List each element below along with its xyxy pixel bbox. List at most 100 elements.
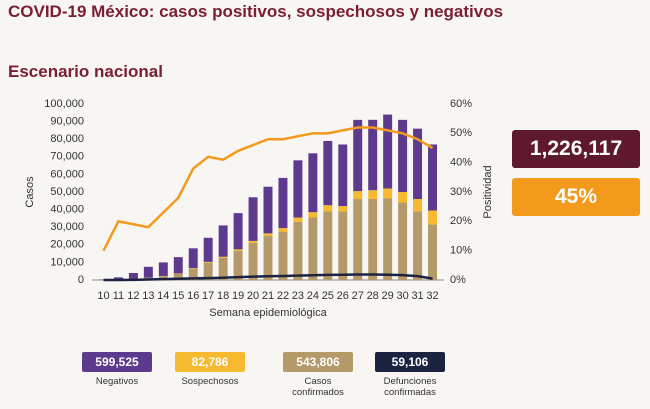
x-tick-label: 21 bbox=[262, 290, 274, 302]
bar-segment bbox=[383, 188, 393, 199]
legend-label: Defunciones confirmadas bbox=[383, 376, 437, 398]
bar-segment bbox=[383, 198, 393, 280]
bar-segment bbox=[218, 225, 228, 257]
bar-segment bbox=[428, 224, 438, 280]
y2-tick-label: 10% bbox=[450, 245, 472, 257]
bar-segment bbox=[398, 202, 408, 280]
bar-segment bbox=[158, 262, 168, 276]
bar-segment bbox=[113, 277, 123, 280]
x-tick-label: 17 bbox=[202, 290, 214, 302]
slide-title: COVID-19 México: casos positivos, sospec… bbox=[8, 2, 504, 21]
y-tick-label: 40,000 bbox=[50, 204, 84, 216]
y2-axis-label: Positividad bbox=[482, 165, 494, 218]
bar-segment bbox=[203, 262, 213, 280]
x-tick-label: 31 bbox=[411, 290, 423, 302]
x-tick-label: 26 bbox=[337, 290, 349, 302]
bar-segment bbox=[233, 249, 243, 251]
x-axis-label: Semana epidemiológica bbox=[209, 307, 327, 319]
x-tick-label: 25 bbox=[322, 290, 334, 302]
x-tick-label: 24 bbox=[307, 290, 319, 302]
bar-segment bbox=[428, 210, 438, 225]
bar-segment bbox=[383, 114, 393, 189]
bar-segment bbox=[278, 177, 288, 229]
bar-segment bbox=[203, 237, 213, 262]
y-tick-label: 70,000 bbox=[50, 151, 84, 163]
bar-segment bbox=[233, 213, 243, 250]
bar-segment bbox=[323, 205, 333, 212]
bar-segment bbox=[188, 268, 198, 280]
bar-segment bbox=[233, 250, 243, 280]
y-tick-label: 50,000 bbox=[50, 186, 84, 198]
bar-segment bbox=[353, 199, 363, 280]
x-tick-label: 19 bbox=[232, 290, 244, 302]
x-tick-label: 10 bbox=[97, 290, 109, 302]
y-tick-label: 90,000 bbox=[50, 116, 84, 128]
highlight-box: 1,226,117 bbox=[512, 130, 640, 168]
bar-segment bbox=[428, 144, 438, 211]
slide-subtitle: Escenario nacional bbox=[8, 62, 163, 81]
x-tick-label: 28 bbox=[367, 290, 379, 302]
y-tick-label: 100,000 bbox=[44, 98, 84, 110]
bar-segment bbox=[263, 186, 273, 234]
legend-total: 599,525 bbox=[82, 352, 152, 372]
highlight-box: 45% bbox=[512, 178, 640, 216]
bar-segment bbox=[308, 153, 318, 213]
legend-item: 59,106 Defunciones confirmadas bbox=[375, 352, 445, 398]
bar-segment bbox=[368, 199, 378, 280]
bar-segment bbox=[278, 231, 288, 280]
x-tick-label: 27 bbox=[352, 290, 364, 302]
bar-segment bbox=[263, 236, 273, 280]
bar-segment bbox=[218, 258, 228, 280]
bar-segment bbox=[173, 273, 183, 280]
y-tick-label: 20,000 bbox=[50, 239, 84, 251]
x-tick-label: 20 bbox=[247, 290, 259, 302]
x-tick-label: 18 bbox=[217, 290, 229, 302]
bar-segment bbox=[413, 211, 423, 280]
y2-tick-label: 50% bbox=[450, 127, 472, 139]
bar-segment bbox=[248, 197, 258, 241]
bar-segment bbox=[338, 144, 348, 207]
legend-item: 599,525 Negativos bbox=[82, 352, 152, 387]
legend-item: 543,806 Casos confirmados bbox=[283, 352, 353, 398]
y-tick-label: 80,000 bbox=[50, 133, 84, 145]
y-tick-label: 30,000 bbox=[50, 221, 84, 233]
bar-segment bbox=[203, 261, 213, 263]
legend-item: 82,786 Sospechosos bbox=[175, 352, 245, 387]
x-tick-label: 23 bbox=[292, 290, 304, 302]
bar-segment bbox=[323, 211, 333, 280]
bar-segment bbox=[218, 256, 228, 258]
bar-segment bbox=[293, 217, 303, 222]
bar-segment bbox=[338, 206, 348, 212]
bar-segment bbox=[413, 199, 423, 212]
y2-tick-label: 0% bbox=[450, 274, 466, 286]
bar-segment bbox=[413, 128, 423, 200]
bar-segment bbox=[353, 191, 363, 200]
legend-label: Negativos bbox=[95, 376, 139, 387]
x-tick-label: 16 bbox=[187, 290, 199, 302]
legend-total: 543,806 bbox=[283, 352, 353, 372]
bar-segment bbox=[188, 268, 198, 269]
legend-label: Sospechosos bbox=[181, 376, 239, 387]
bar-segment bbox=[278, 228, 288, 232]
bar-segment bbox=[248, 240, 258, 244]
bar-segment bbox=[188, 248, 198, 269]
bar-segment bbox=[143, 266, 153, 278]
x-tick-label: 11 bbox=[113, 290, 124, 302]
legend-label: Casos confirmados bbox=[292, 376, 344, 398]
x-tick-label: 14 bbox=[157, 290, 169, 302]
y-tick-label: 10,000 bbox=[50, 256, 84, 268]
x-tick-label: 32 bbox=[426, 290, 438, 302]
line bbox=[103, 273, 433, 282]
y2-tick-label: 30% bbox=[450, 186, 472, 198]
x-tick-label: 30 bbox=[396, 290, 408, 302]
bar-segment bbox=[308, 212, 318, 218]
bar-segment bbox=[173, 257, 183, 274]
bar-segment bbox=[368, 190, 378, 200]
bar-segment bbox=[398, 119, 408, 192]
x-tick-label: 15 bbox=[172, 290, 184, 302]
y2-tick-label: 20% bbox=[450, 215, 472, 227]
x-tick-label: 12 bbox=[127, 290, 139, 302]
bar-segment bbox=[368, 119, 378, 191]
